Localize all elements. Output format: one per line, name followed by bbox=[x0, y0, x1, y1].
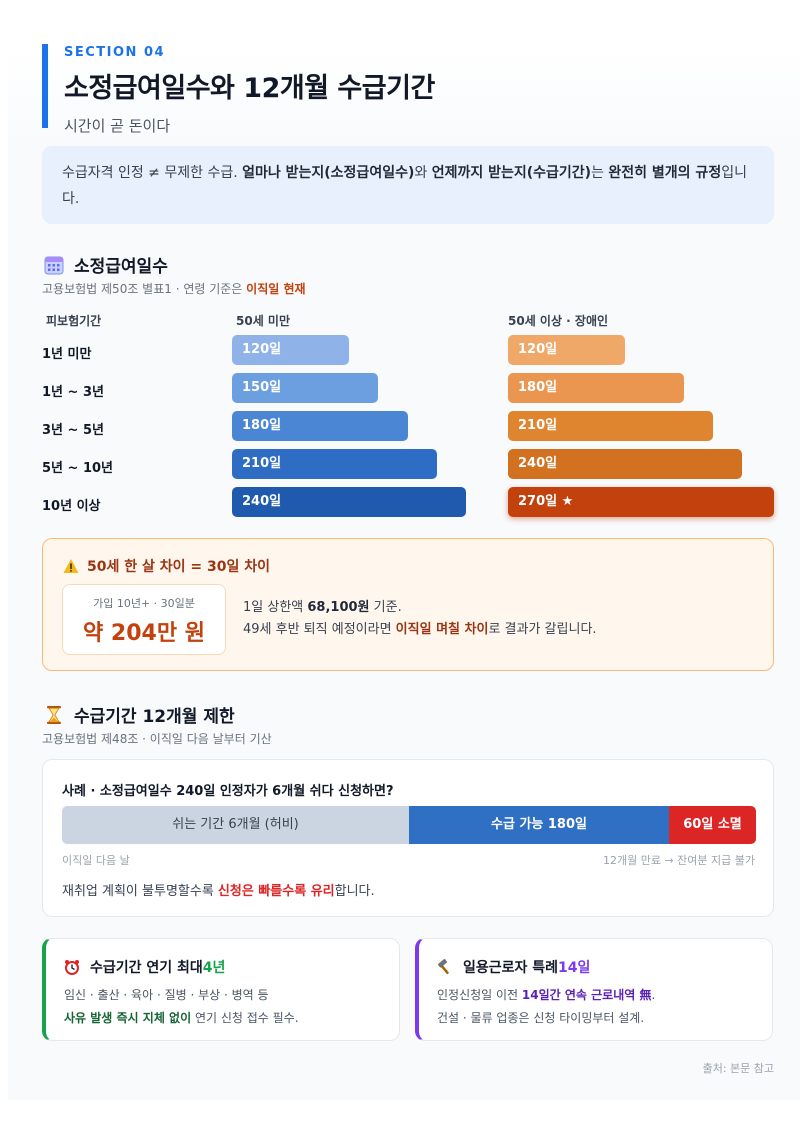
text: 재취업 계획이 불투명할수록 bbox=[62, 884, 218, 899]
text: 기준. bbox=[369, 600, 402, 615]
bar-over50-max: 270일 ★ bbox=[508, 487, 774, 517]
intro-box: 수급자격 인정 ≠ 무제한 수급. 얼마나 받는지(소정급여일수)와 언제까지 … bbox=[42, 146, 774, 224]
segment-rest: 쉬는 기간 6개월 (허비) bbox=[62, 806, 409, 844]
page: SECTION 04 소정급여일수와 12개월 수급기간 시간이 곧 돈이다 수… bbox=[8, 8, 800, 1100]
highlight-text: 신청은 빠를수록 유리 bbox=[217, 884, 335, 899]
card-title: 일용근로자 특례 14일 bbox=[437, 957, 590, 977]
daily-cap-amount: 68,100원 bbox=[307, 600, 370, 615]
card-line: 건설 · 물류 업종은 신청 타이밍부터 설계. bbox=[437, 1011, 645, 1025]
card-title: 수급기간 연기 최대 4년 bbox=[64, 957, 225, 977]
period-heading: 수급기간 12개월 제한 bbox=[44, 702, 235, 727]
timeline-note: 재취업 계획이 불투명할수록 신청은 빠를수록 유리합니다. bbox=[62, 880, 375, 899]
col-head-over50: 50세 이상 · 장애인 bbox=[508, 314, 609, 328]
highlight-text: 14일간 연속 근로내역 無 bbox=[521, 988, 652, 1002]
callout-text: 1일 상한액 68,100원 기준. 49세 후반 퇴직 예정이라면 이직일 며… bbox=[243, 597, 597, 641]
bar-over50: 180일 bbox=[508, 373, 684, 403]
text: 1일 상한액 bbox=[243, 600, 308, 615]
card-line: 사유 발생 즉시 지체 없이 연기 신청 접수 필수. bbox=[64, 1009, 299, 1026]
col-head-under50: 50세 미만 bbox=[236, 314, 290, 328]
text: 49세 후반 퇴직 예정이라면 bbox=[243, 622, 396, 637]
text: 인정신청일 이전 bbox=[437, 988, 522, 1002]
alarm-clock-icon bbox=[64, 959, 80, 975]
section-heading: 수급기간 12개월 제한 bbox=[74, 707, 235, 727]
intro-text: 는 bbox=[591, 165, 609, 181]
row-label: 3년 ~ 5년 bbox=[42, 423, 104, 438]
row-label: 5년 ~ 10년 bbox=[42, 461, 114, 476]
timeline-end-label: 12개월 만료 → 잔여분 지급 불가 bbox=[602, 854, 755, 867]
timeline-card: 사례 · 소정급여일수 240일 인정자가 6개월 쉬다 신청하면? 쉬는 기간… bbox=[42, 759, 774, 917]
warning-icon bbox=[63, 558, 79, 574]
benefit-days-heading: 소정급여일수 bbox=[44, 252, 168, 277]
section-tag: SECTION 04 bbox=[64, 45, 166, 60]
highlight-text: 사유 발생 즉시 지체 없이 bbox=[64, 1011, 192, 1025]
text: 연기 신청 접수 필수. bbox=[191, 1011, 299, 1025]
highlight-text: 이직일 며칠 차이 bbox=[395, 622, 489, 637]
timeline-start-label: 이직일 다음 날 bbox=[62, 854, 130, 867]
hammer-icon bbox=[437, 959, 453, 975]
card-line: 인정신청일 이전 14일간 연속 근로내역 無. bbox=[437, 986, 655, 1003]
page-title: 소정급여일수와 12개월 수급기간 bbox=[64, 73, 435, 104]
bar-under50: 150일 bbox=[232, 373, 378, 403]
amount-card: 가입 10년+ · 30일분 약 204만 원 bbox=[62, 584, 226, 655]
daily-worker-card: 일용근로자 특례 14일 인정신청일 이전 14일간 연속 근로내역 無. 건설… bbox=[415, 938, 773, 1041]
bar-over50: 120일 bbox=[508, 335, 625, 365]
callout-title: 50세 한 살 차이 = 30일 차이 bbox=[63, 556, 270, 576]
bar-under50: 120일 bbox=[232, 335, 349, 365]
intro-text: 와 bbox=[414, 165, 432, 181]
row-label: 1년 미만 bbox=[42, 347, 92, 362]
intro-bold: 완전히 별개의 규정 bbox=[608, 165, 722, 181]
intro-bold: 얼마나 받는지(소정급여일수) bbox=[242, 165, 415, 181]
case-title: 사례 · 소정급여일수 240일 인정자가 6개월 쉬다 신청하면? bbox=[62, 784, 394, 799]
period-source: 고용보험법 제48조 · 이직일 다음 날부터 기산 bbox=[42, 732, 272, 746]
text: 일용근로자 특례 bbox=[463, 960, 559, 976]
section-header: SECTION 04 소정급여일수와 12개월 수급기간 시간이 곧 돈이다 bbox=[42, 44, 435, 135]
age-difference-callout: 50세 한 살 차이 = 30일 차이 가입 10년+ · 30일분 약 204… bbox=[42, 538, 774, 671]
section-heading: 소정급여일수 bbox=[74, 257, 168, 277]
calendar-icon bbox=[44, 255, 64, 275]
row-label: 10년 이상 bbox=[42, 499, 101, 514]
bar-over50: 240일 bbox=[508, 449, 742, 479]
segment-receive: 수급 가능 180일 bbox=[409, 806, 669, 844]
source-text: 고용보험법 제50조 별표1 · 연령 기준은 bbox=[42, 282, 247, 296]
highlight-text: 14일 bbox=[558, 960, 591, 976]
highlight-text: 4년 bbox=[202, 960, 226, 976]
card-line: 임신 · 출산 · 육아 · 질병 · 부상 · 병역 등 bbox=[64, 988, 269, 1002]
source-note: 출처: 본문 참고 bbox=[702, 1062, 774, 1075]
source-highlight: 이직일 현재 bbox=[246, 282, 306, 296]
extension-card: 수급기간 연기 최대 4년 임신 · 출산 · 육아 · 질병 · 부상 · 병… bbox=[42, 938, 400, 1041]
text: 로 결과가 갈립니다. bbox=[488, 622, 597, 637]
intro-bold: 언제까지 받는지(수급기간) bbox=[431, 165, 592, 181]
segment-lost: 60일 소멸 bbox=[669, 806, 756, 844]
callout-line: 1일 상한액 68,100원 기준. bbox=[243, 597, 597, 619]
col-head-period: 피보험기간 bbox=[46, 314, 102, 328]
bar-over50: 210일 bbox=[508, 411, 713, 441]
row-label: 1년 ~ 3년 bbox=[42, 385, 104, 400]
intro-text: 입니다. bbox=[62, 165, 747, 207]
intro-text: 수급자격 인정 ≠ 무제한 수급. bbox=[62, 165, 243, 181]
hourglass-icon bbox=[44, 705, 64, 725]
text: 수급기간 연기 최대 bbox=[90, 960, 203, 976]
callout-title-text: 50세 한 살 차이 = 30일 차이 bbox=[87, 559, 270, 575]
page-subtitle: 시간이 곧 돈이다 bbox=[64, 117, 171, 135]
text: 합니다. bbox=[334, 884, 375, 899]
text: . bbox=[651, 988, 656, 1002]
bar-under50: 210일 bbox=[232, 449, 437, 479]
bar-under50: 240일 bbox=[232, 487, 466, 517]
amount-value: 약 204만 원 bbox=[83, 621, 205, 646]
bar-under50: 180일 bbox=[232, 411, 408, 441]
amount-caption: 가입 10년+ · 30일분 bbox=[93, 597, 195, 610]
benefit-days-source: 고용보험법 제50조 별표1 · 연령 기준은 이직일 현재 bbox=[42, 280, 306, 297]
callout-line: 49세 후반 퇴직 예정이라면 이직일 며칠 차이로 결과가 갈립니다. bbox=[243, 619, 597, 641]
